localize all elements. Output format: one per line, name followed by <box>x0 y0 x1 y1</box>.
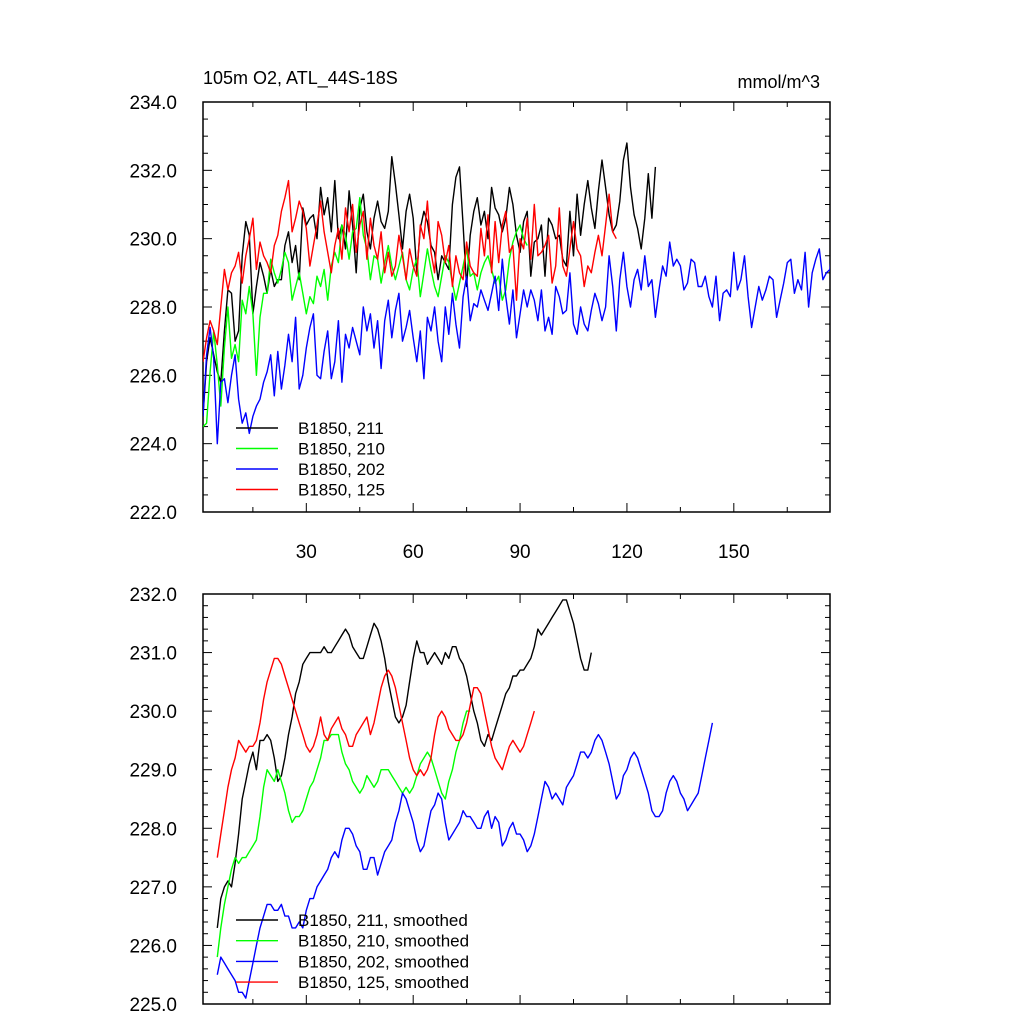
legend-label: B1850, 211 <box>298 419 384 438</box>
legend-label: B1850, 125, smoothed <box>298 973 469 992</box>
chart-title: 105m O2, ATL_44S-18S <box>203 68 398 89</box>
series-line-3 <box>216 657 535 858</box>
x-tick-label: 60 <box>403 542 424 563</box>
y-tick-label: 232.0 <box>129 161 177 182</box>
y-tick-label: 222.0 <box>129 503 177 524</box>
x-tick-label: 150 <box>718 542 750 563</box>
y-tick-label: 229.0 <box>129 761 177 782</box>
bottom-panel: 225.0 226.0 227.0 228.0 229.0 230.0 231.0 232.0… <box>129 585 831 1016</box>
top-panel: 105m O2, ATL_44S-18S mmol/m^3 222.0 224.0… <box>129 68 831 563</box>
y-tick-label: 225.0 <box>129 995 177 1016</box>
plot-frame <box>202 593 831 1005</box>
chart-units: mmol/m^3 <box>738 72 820 92</box>
series-line-3 <box>203 179 617 362</box>
y-tick-label: 226.0 <box>129 936 177 957</box>
y-tick-label: 230.0 <box>129 230 177 251</box>
x-tick-label: 120 <box>611 542 643 563</box>
y-tick-label: 232.0 <box>129 585 177 606</box>
series-line-0 <box>216 599 592 928</box>
series-line-2 <box>203 241 830 445</box>
y-tick-label: 230.0 <box>129 702 177 723</box>
series-line-2 <box>216 722 714 999</box>
legend-label: B1850, 202, smoothed <box>298 952 469 971</box>
x-tick-label: 30 <box>296 542 317 563</box>
legend-label: B1850, 210 <box>298 440 385 459</box>
y-tick-label: 226.0 <box>129 366 177 387</box>
series-line-1 <box>216 710 471 958</box>
y-tick-label: 227.0 <box>129 878 177 899</box>
legend-label: B1850, 202 <box>298 460 385 479</box>
y-tick-label: 231.0 <box>129 644 177 665</box>
y-tick-label: 234.0 <box>129 93 177 114</box>
y-tick-label: 228.0 <box>129 298 177 319</box>
x-tick-label: 90 <box>509 542 530 563</box>
legend-label: B1850, 211, smoothed <box>298 911 468 930</box>
y-tick-label: 224.0 <box>129 435 177 456</box>
y-tick-label: 228.0 <box>129 819 177 840</box>
legend-label: B1850, 125 <box>298 481 385 500</box>
legend-label: B1850, 210, smoothed <box>298 932 469 951</box>
